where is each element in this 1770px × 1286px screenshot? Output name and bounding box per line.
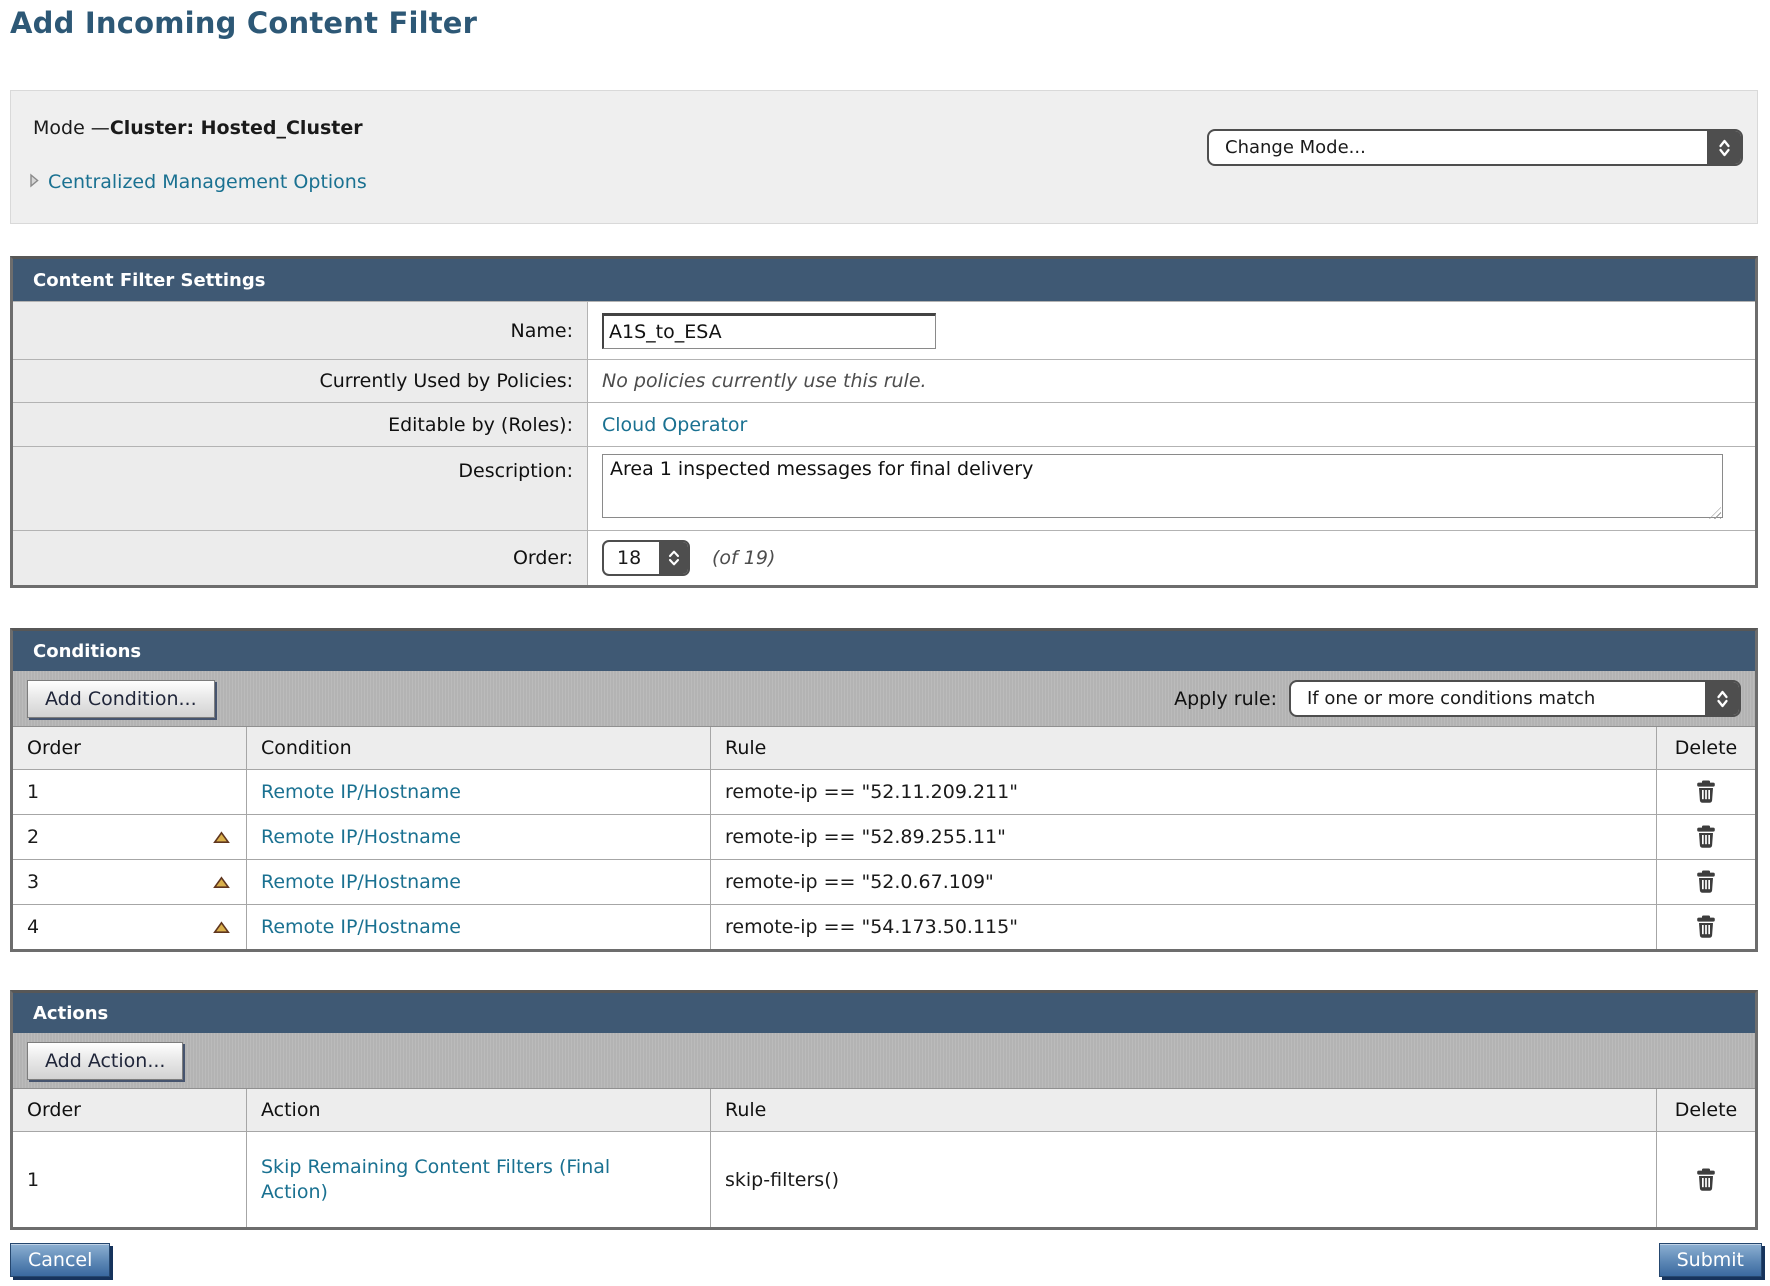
chevron-up-down-icon bbox=[1705, 682, 1739, 715]
col-delete: Delete bbox=[1674, 737, 1738, 759]
chevron-up-down-icon bbox=[1707, 131, 1741, 164]
cancel-button[interactable]: Cancel bbox=[10, 1243, 111, 1277]
actions-header-row: Order Action Rule Delete bbox=[13, 1089, 1755, 1131]
description-textarea[interactable]: Area 1 inspected messages for final deli… bbox=[602, 454, 1723, 518]
condition-row: 4 Remote IP/Hostname remote-ip == "54.17… bbox=[13, 904, 1755, 949]
order-label: Order: bbox=[13, 531, 588, 585]
condition-rule: remote-ip == "52.89.255.11" bbox=[711, 814, 1657, 859]
trash-icon[interactable] bbox=[1695, 1168, 1717, 1192]
condition-order: 1 bbox=[27, 781, 40, 803]
actions-panel: Actions Add Action... Order Action Rule … bbox=[10, 990, 1758, 1230]
condition-rule: remote-ip == "52.0.67.109" bbox=[711, 859, 1657, 904]
chevron-up-down-icon bbox=[659, 542, 688, 574]
mode-label: Mode — bbox=[33, 117, 110, 139]
move-up-icon[interactable] bbox=[213, 875, 230, 889]
cloud-operator-link[interactable]: Cloud Operator bbox=[602, 413, 748, 436]
condition-rule: remote-ip == "52.11.209.211" bbox=[711, 769, 1657, 814]
condition-link[interactable]: Remote IP/Hostname bbox=[261, 916, 461, 938]
name-label: Name: bbox=[13, 302, 588, 359]
condition-link[interactable]: Remote IP/Hostname bbox=[261, 871, 461, 893]
centralized-management-options-label: Centralized Management Options bbox=[48, 171, 367, 193]
disclosure-triangle-icon bbox=[29, 173, 39, 192]
condition-row: 1 Remote IP/Hostname remote-ip == "52.11… bbox=[13, 769, 1755, 814]
condition-link[interactable]: Remote IP/Hostname bbox=[261, 781, 461, 803]
submit-button[interactable]: Submit bbox=[1658, 1243, 1762, 1277]
action-order: 1 bbox=[27, 1168, 40, 1191]
settings-panel-header: Content Filter Settings bbox=[13, 259, 1755, 301]
order-total: (of 19) bbox=[712, 547, 776, 569]
trash-icon[interactable] bbox=[1695, 870, 1717, 894]
col-rule: Rule bbox=[711, 1089, 1657, 1131]
description-label: Description: bbox=[13, 447, 588, 530]
move-up-icon[interactable] bbox=[213, 830, 230, 844]
apply-rule-select-value: If one or more conditions match bbox=[1307, 688, 1596, 709]
condition-order: 3 bbox=[27, 871, 40, 893]
move-up-icon[interactable] bbox=[213, 920, 230, 934]
add-condition-button[interactable]: Add Condition... bbox=[27, 680, 215, 718]
actions-panel-header: Actions bbox=[13, 993, 1755, 1033]
policies-row: Currently Used by Policies: No policies … bbox=[13, 359, 1755, 402]
policies-value: No policies currently use this rule. bbox=[602, 370, 927, 392]
add-action-button[interactable]: Add Action... bbox=[27, 1042, 184, 1080]
centralized-management-options-link[interactable]: Centralized Management Options bbox=[29, 171, 367, 193]
condition-link[interactable]: Remote IP/Hostname bbox=[261, 826, 461, 848]
condition-order: 2 bbox=[27, 826, 40, 848]
col-order: Order bbox=[13, 1089, 247, 1131]
trash-icon[interactable] bbox=[1695, 915, 1717, 939]
page-title: Add Incoming Content Filter bbox=[10, 6, 478, 40]
policies-label: Currently Used by Policies: bbox=[13, 360, 588, 402]
roles-label: Editable by (Roles): bbox=[13, 403, 588, 446]
col-condition: Condition bbox=[247, 727, 711, 769]
change-mode-select[interactable]: Change Mode... bbox=[1207, 129, 1743, 166]
name-input[interactable] bbox=[602, 312, 936, 349]
condition-order: 4 bbox=[27, 916, 40, 938]
conditions-panel-header: Conditions bbox=[13, 631, 1755, 671]
conditions-panel: Conditions Add Condition... Apply rule: … bbox=[10, 628, 1758, 952]
condition-row: 2 Remote IP/Hostname remote-ip == "52.89… bbox=[13, 814, 1755, 859]
mode-line: Mode —Cluster: Hosted_Cluster bbox=[33, 117, 363, 139]
conditions-toolbar: Add Condition... Apply rule: If one or m… bbox=[13, 671, 1755, 727]
action-link[interactable]: Skip Remaining Content Filters (Final Ac… bbox=[261, 1155, 611, 1203]
order-stepper[interactable]: 18 bbox=[602, 540, 690, 576]
trash-icon[interactable] bbox=[1695, 780, 1717, 804]
actions-toolbar: Add Action... bbox=[13, 1033, 1755, 1089]
condition-rule: remote-ip == "54.173.50.115" bbox=[711, 904, 1657, 949]
trash-icon[interactable] bbox=[1695, 825, 1717, 849]
content-filter-settings-panel: Content Filter Settings Name: Currently … bbox=[10, 256, 1758, 588]
action-row: 1 Skip Remaining Content Filters (Final … bbox=[13, 1131, 1755, 1227]
col-delete: Delete bbox=[1674, 1099, 1738, 1121]
name-row: Name: bbox=[13, 301, 1755, 359]
col-order: Order bbox=[13, 727, 247, 769]
conditions-header-row: Order Condition Rule Delete bbox=[13, 727, 1755, 769]
order-stepper-value: 18 bbox=[617, 547, 642, 569]
change-mode-select-value: Change Mode... bbox=[1225, 137, 1366, 158]
order-row: Order: 18 (of 19) bbox=[13, 530, 1755, 585]
description-row: Description: Area 1 inspected messages f… bbox=[13, 446, 1755, 530]
apply-rule-label: Apply rule: bbox=[1174, 687, 1277, 710]
mode-box: Mode —Cluster: Hosted_Cluster Change Mod… bbox=[10, 90, 1758, 224]
mode-value: Cluster: Hosted_Cluster bbox=[109, 117, 363, 139]
action-rule: skip-filters() bbox=[711, 1131, 1657, 1227]
col-rule: Rule bbox=[711, 727, 1657, 769]
apply-rule-select[interactable]: If one or more conditions match bbox=[1289, 680, 1741, 717]
roles-row: Editable by (Roles): Cloud Operator bbox=[13, 402, 1755, 446]
condition-row: 3 Remote IP/Hostname remote-ip == "52.0.… bbox=[13, 859, 1755, 904]
col-action: Action bbox=[247, 1089, 711, 1131]
